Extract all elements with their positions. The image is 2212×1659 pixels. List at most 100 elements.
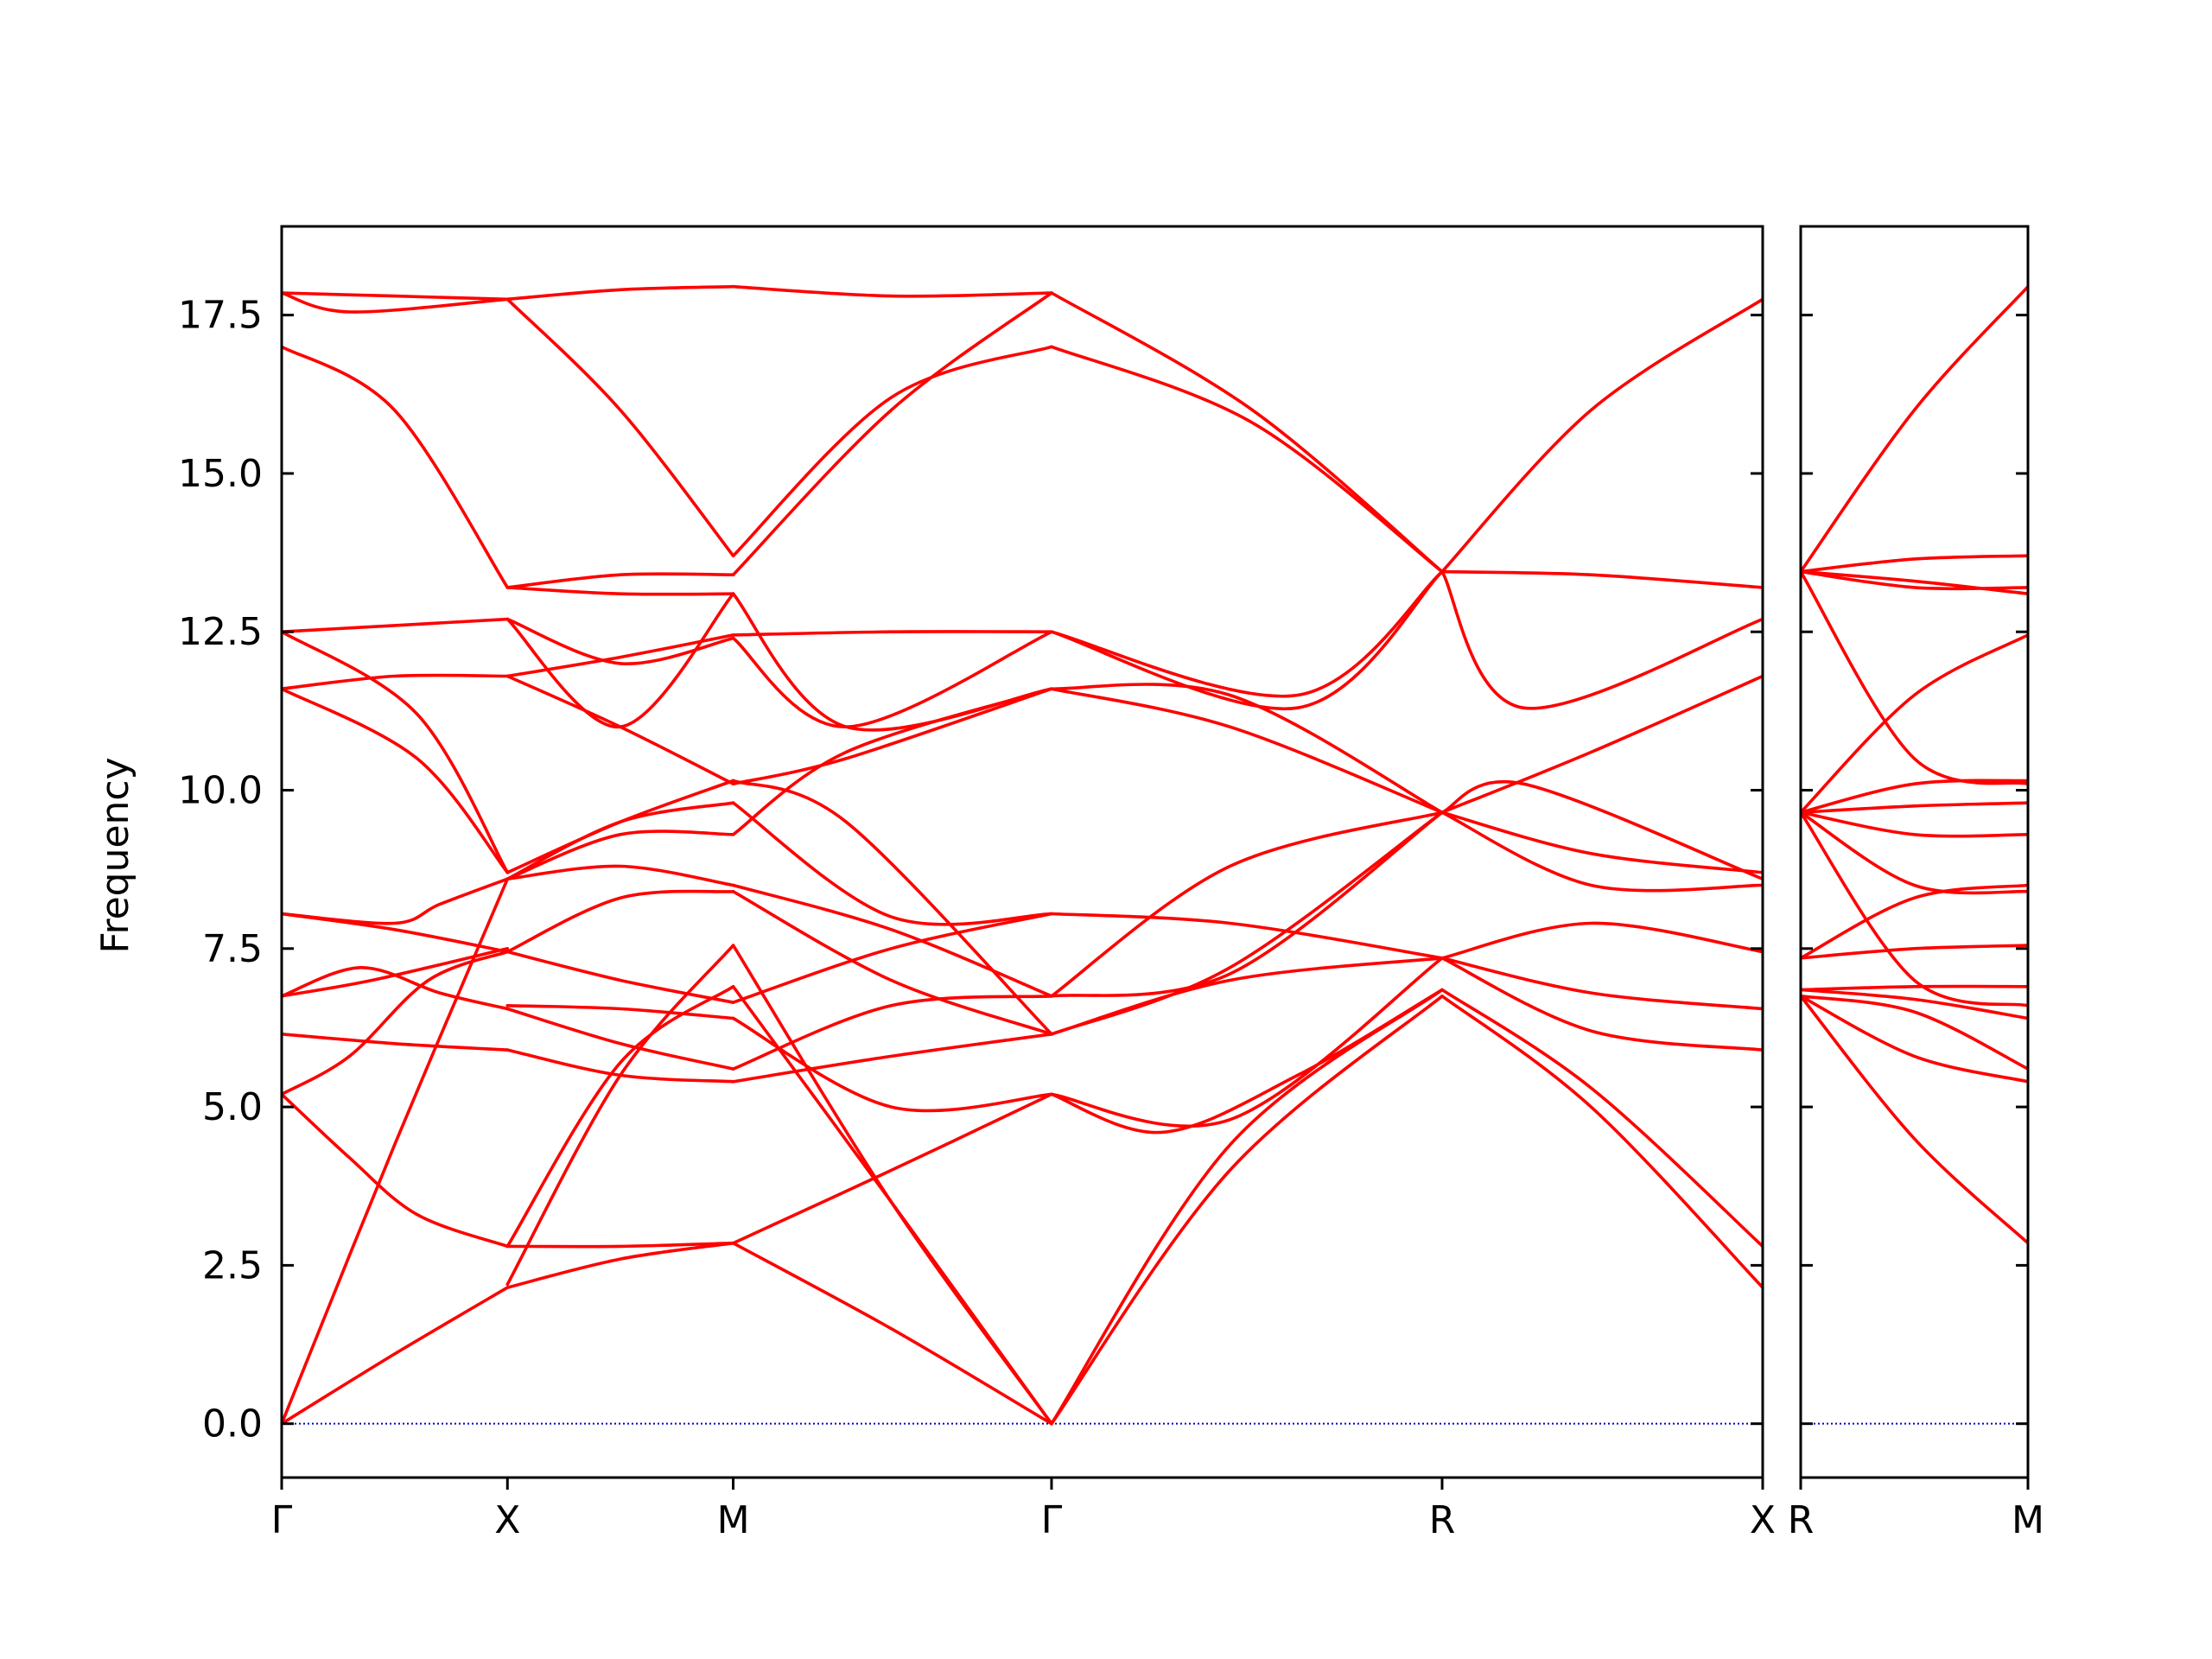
band-panel-left: 0.0 2.5 5.0 7.5 10.0 12.5 15.0 17.5 Γ X M Γ R X	[178, 225, 1776, 1542]
band-line-left-s2-b14	[731, 630, 1053, 637]
x-tick-label: R	[1788, 1498, 1815, 1542]
band-line-right-s0-b16	[1801, 554, 2028, 574]
band-line-left-s4-b0	[1440, 995, 1763, 1289]
band-line-left-s0-b2	[282, 1092, 510, 1249]
band-line-left-s4-b8	[1440, 674, 1763, 814]
band-line-left-s4-b2	[1440, 957, 1763, 1052]
band-line-left-s2-b13	[731, 687, 1053, 785]
band-line-left-s4-b10	[1440, 569, 1763, 589]
band-line-left-s1-b14	[505, 633, 735, 678]
band-line-left-s2-b10	[731, 801, 1053, 926]
band-line-left-s1-b3	[505, 985, 735, 1249]
band-line-left-s3-b2	[1050, 988, 1444, 1135]
band-line-left-s0-b9	[282, 687, 510, 874]
band-line-left-s1-b19	[505, 297, 735, 557]
band-line-left-s0-b11	[282, 630, 510, 874]
band-line-left-s1-b15	[505, 617, 735, 665]
band-line-left-s4-b7	[1440, 780, 1763, 880]
band-line-left-s1-b18	[505, 586, 735, 596]
band-line-right-s0-b14	[1801, 569, 2028, 595]
band-line-right-s0-b5	[1801, 944, 2028, 960]
band-line-left-s2-b4	[731, 1033, 1053, 1084]
band-line-left-s3-b14	[1050, 291, 1444, 574]
band-line-left-s2-b12	[731, 687, 1053, 836]
band-line-left-s2-b8	[731, 890, 1053, 1036]
plot-frame-right	[1799, 225, 2030, 1479]
band-line-left-s0-b12	[282, 617, 510, 633]
band-line-left-s1-b7	[505, 950, 735, 1004]
band-line-left-s3-b7	[1050, 810, 1444, 998]
band-line-left-s0-b8	[282, 877, 510, 925]
band-line-left-s3-b6	[1050, 810, 1444, 998]
x-tick-label: R	[1429, 1498, 1456, 1542]
band-line-left-s2-b6	[731, 1016, 1053, 1113]
y-tick-label: 12.5	[178, 610, 263, 654]
band-line-right-s0-b13	[1801, 633, 2028, 814]
band-line-right-s0-b8	[1801, 810, 2028, 895]
band-line-left-s3-b12	[1050, 569, 1444, 698]
band-line-left-s4-b1	[1440, 988, 1763, 1249]
band-line-left-s1-b16	[505, 592, 735, 729]
band-line-right-s0-b3	[1801, 988, 2028, 1020]
band-line-left-s1-b13	[505, 674, 735, 785]
band-line-left-s1-b0	[505, 1241, 735, 1289]
band-line-left-s1-b17	[505, 572, 735, 589]
band-line-left-s0-b6	[282, 965, 510, 1011]
band-line-left-s0-b1	[282, 877, 510, 1426]
y-tick-label: 7.5	[202, 927, 263, 971]
band-line-left-s3-b11	[1050, 569, 1444, 711]
x-tick-label: Γ	[1041, 1498, 1063, 1542]
band-line-left-s0-b4	[282, 1033, 510, 1052]
band-line-left-s0-b15	[282, 291, 510, 302]
band-line-left-s0-b7	[282, 912, 510, 954]
band-line-left-s0-b14	[282, 291, 510, 314]
band-line-left-s1-b1	[505, 1241, 735, 1249]
band-line-right-s0-b1	[1801, 995, 2028, 1084]
x-tick-label: X	[1750, 1498, 1776, 1542]
band-line-left-s3-b1	[1050, 988, 1444, 1426]
band-line-left-s4-b5	[1440, 810, 1763, 893]
band-line-left-s2-b3	[731, 1092, 1053, 1245]
band-line-left-s0-b13	[282, 345, 510, 589]
x-tick-label: M	[2012, 1498, 2044, 1542]
band-line-left-s4-b11	[1440, 297, 1763, 574]
band-line-left-s1-b4	[505, 1048, 735, 1084]
band-line-left-s1-b8	[505, 889, 735, 954]
band-line-left-s1-b5	[505, 1007, 735, 1071]
band-line-left-s0-b3	[282, 950, 510, 1096]
plot-frame-left	[280, 225, 1764, 1479]
band-line-left-s3-b0	[1050, 995, 1444, 1426]
band-line-left-s2-b2	[731, 985, 1053, 1426]
band-line-left-s2-b15	[731, 630, 1053, 729]
band-line-left-s2-b9	[731, 883, 1053, 998]
band-line-left-s2-b11	[731, 779, 1053, 1036]
band-line-left-s1-b20	[505, 284, 735, 302]
band-curves-left	[282, 284, 1763, 1426]
y-tick-label: 2.5	[202, 1243, 263, 1287]
band-line-left-s3-b5	[1050, 810, 1444, 1036]
band-line-right-s0-b0	[1801, 995, 2028, 1245]
band-line-left-s1-b11	[505, 779, 735, 874]
y-axis-label: Frequency	[93, 757, 137, 953]
band-line-left-s4-b9	[1440, 569, 1763, 710]
band-line-left-s2-b19	[731, 284, 1053, 298]
band-line-left-s2-b5	[731, 995, 1053, 1071]
band-line-left-s0-b5	[282, 947, 510, 998]
y-tick-label: 15.0	[178, 452, 263, 496]
x-tick-label: X	[494, 1498, 520, 1542]
band-line-left-s3-b9	[1050, 687, 1444, 814]
band-line-right-s0-b2	[1801, 995, 2028, 1071]
band-line-left-s0-b0	[282, 1286, 510, 1426]
band-line-left-s3-b10	[1050, 683, 1444, 814]
band-curves-right	[1801, 284, 2028, 1245]
band-line-left-s1-b9	[505, 864, 735, 887]
band-line-right-s0-b15	[1801, 569, 2028, 591]
band-line-left-s2-b17	[731, 291, 1053, 576]
band-line-left-s1-b12	[505, 830, 735, 880]
band-line-left-s3-b3	[1050, 957, 1444, 1128]
y-tick-label: 17.5	[178, 294, 263, 338]
band-line-right-s0-b11	[1801, 779, 2028, 814]
x-tick-label: Γ	[271, 1498, 293, 1542]
band-line-right-s0-b6	[1801, 883, 2028, 960]
